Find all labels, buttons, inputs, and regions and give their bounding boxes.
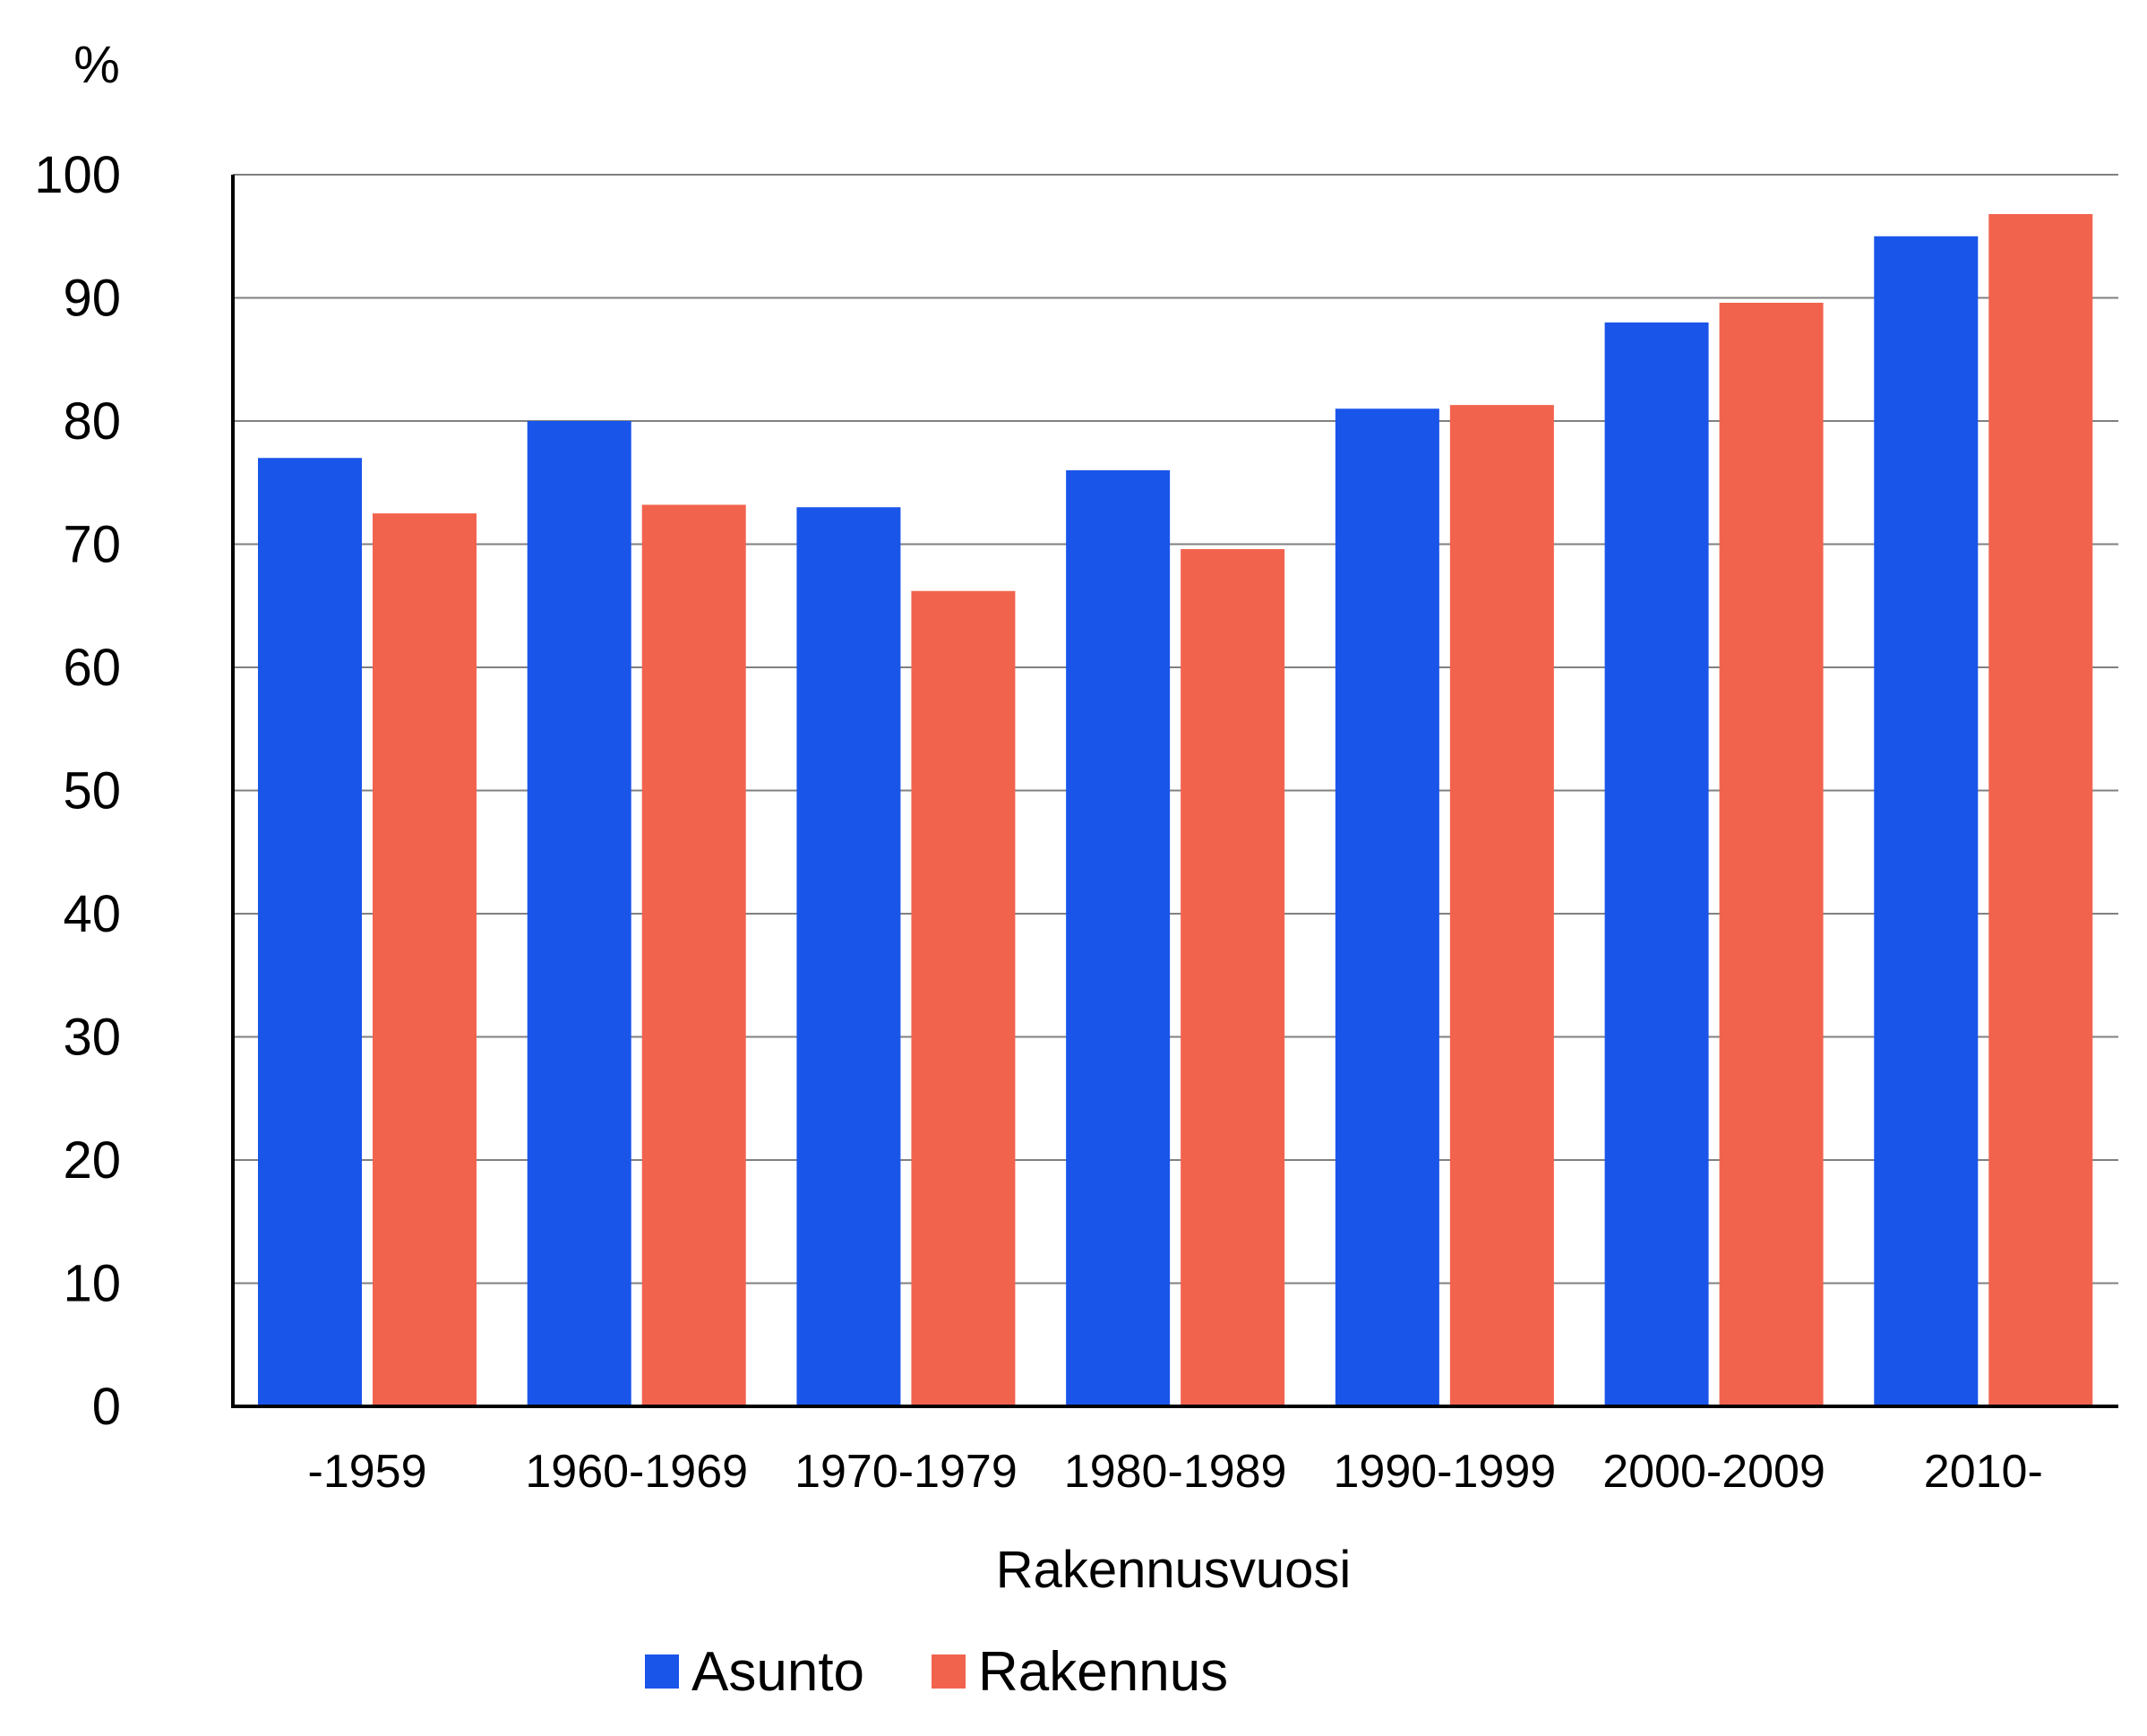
y-tick-labels: 0 10 20 30 40 50 60 70 80 90 100 xyxy=(34,146,121,1436)
y-tick-label: 80 xyxy=(63,392,121,451)
x-tick-label: 1990-1999 xyxy=(1334,1446,1557,1498)
bar-rakennus--1959 xyxy=(373,513,477,1406)
legend-item-rakennus: Rakennus xyxy=(932,1641,1228,1703)
y-axis-unit-label: % xyxy=(73,36,120,94)
bar-asunto-1980-1989 xyxy=(1066,470,1171,1406)
bar-asunto--1959 xyxy=(258,458,362,1406)
x-tick-label: 2010- xyxy=(1924,1446,2043,1498)
x-axis-title: Rakennusvuosi xyxy=(996,1541,1352,1599)
bar-asunto-2000-2009 xyxy=(1604,322,1709,1406)
y-tick-label: 60 xyxy=(63,639,121,697)
legend-swatch xyxy=(932,1654,966,1689)
y-tick-label: 50 xyxy=(63,762,121,821)
bar-rakennus-2010- xyxy=(1988,214,2093,1406)
x-tick-label: 1960-1969 xyxy=(525,1446,748,1498)
x-tick-label: -1959 xyxy=(308,1446,427,1498)
y-tick-label: 30 xyxy=(63,1009,121,1067)
bar-rakennus-1960-1969 xyxy=(641,504,746,1406)
bar-rakennus-2000-2009 xyxy=(1719,303,1824,1406)
y-tick-label: 70 xyxy=(63,516,121,574)
x-tick-label: 2000-2009 xyxy=(1602,1446,1825,1498)
bar-asunto-1960-1969 xyxy=(527,421,631,1406)
bar-asunto-2010- xyxy=(1874,236,1979,1406)
x-tick-labels: -1959 1960-1969 1970-1979 1980-1989 1990-199… xyxy=(308,1446,2043,1498)
bar-asunto-1990-1999 xyxy=(1335,408,1439,1406)
legend-swatch xyxy=(645,1654,679,1689)
bars xyxy=(258,214,2093,1406)
axes xyxy=(231,175,2118,1408)
x-tick-label: 1970-1979 xyxy=(794,1446,1018,1498)
legend-item-asunto: Asunto xyxy=(645,1641,864,1703)
y-tick-label: 100 xyxy=(34,146,121,204)
bar-asunto-1970-1979 xyxy=(796,507,901,1406)
y-tick-label: 10 xyxy=(63,1255,121,1313)
y-tick-label: 40 xyxy=(63,885,121,943)
bar-rakennus-1970-1979 xyxy=(911,590,1016,1406)
y-tick-label: 20 xyxy=(63,1131,121,1190)
y-tick-label: 90 xyxy=(63,270,121,328)
bar-rakennus-1990-1999 xyxy=(1449,405,1554,1406)
gridlines xyxy=(233,174,2118,1285)
legend-label: Rakennus xyxy=(978,1641,1228,1703)
y-tick-label: 0 xyxy=(92,1378,121,1436)
legend-label: Asunto xyxy=(691,1641,864,1703)
x-tick-label: 1980-1989 xyxy=(1064,1446,1287,1498)
bar-rakennus-1980-1989 xyxy=(1181,549,1285,1406)
legend: Asunto Rakennus xyxy=(645,1641,1228,1703)
